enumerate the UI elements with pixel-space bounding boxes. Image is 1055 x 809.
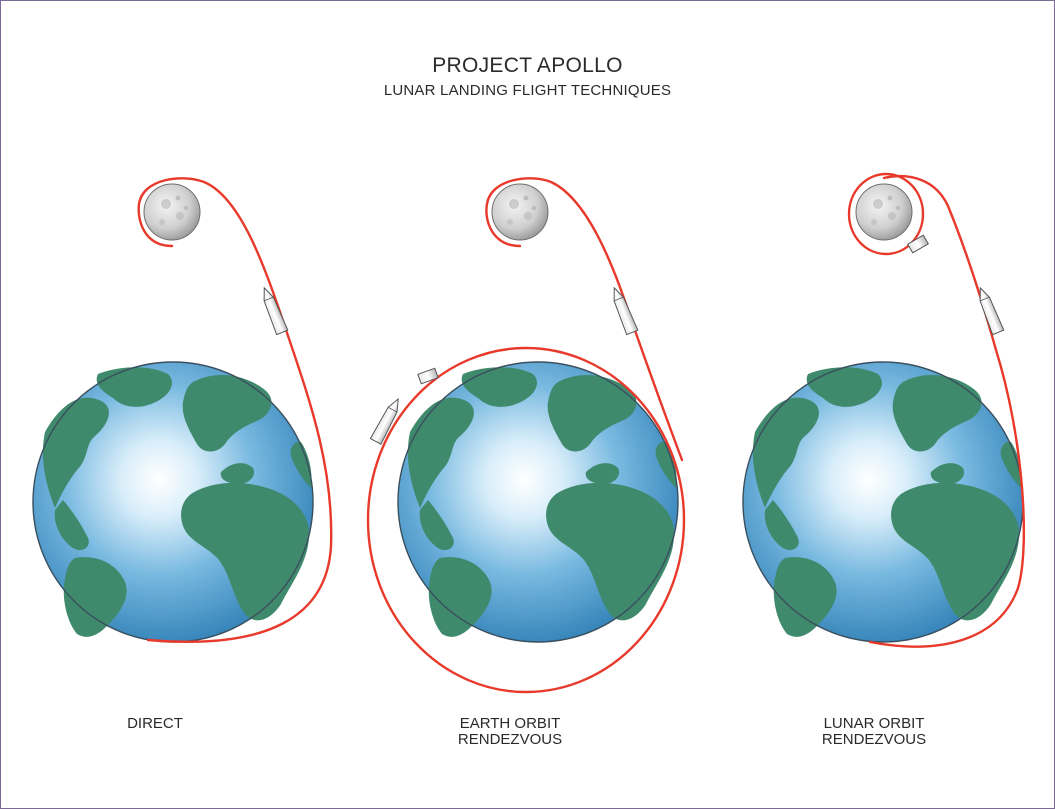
earth-icon: [32, 361, 314, 643]
docking-module-icon: [417, 367, 439, 385]
earth-icon: [397, 361, 679, 643]
label-line: LUNAR ORBIT: [823, 715, 925, 732]
lunar-orbit-path: [847, 172, 925, 256]
trajectory-path: [485, 177, 684, 462]
label-direct: DIRECT: [100, 716, 210, 732]
label-line: DIRECT: [127, 715, 183, 732]
earth-icon: [742, 361, 1024, 643]
earth-orbit-path: [366, 346, 686, 694]
panel-lunar-orbit-rendezvous: [742, 172, 1026, 648]
label-line: EARTH ORBIT: [459, 715, 561, 732]
trajectory-path: [868, 174, 1026, 648]
label-lunar-orbit-rendezvous: LUNAR ORBIT RENDEZVOUS: [794, 716, 954, 748]
moon-icon: [855, 183, 913, 241]
page-subtitle: LUNAR LANDING FLIGHT TECHNIQUES: [383, 82, 672, 99]
docking-module-icon: [907, 234, 929, 254]
panel-direct: [32, 177, 333, 643]
moon-icon: [491, 183, 549, 241]
page-title: PROJECT APOLLO: [432, 54, 623, 77]
label-line: RENDEZVOUS: [821, 731, 927, 748]
panel-earth-orbit-rendezvous: [366, 177, 686, 694]
label-line: RENDEZVOUS: [457, 731, 563, 748]
label-earth-orbit-rendezvous: EARTH ORBIT RENDEZVOUS: [430, 716, 590, 748]
moon-icon: [143, 183, 201, 241]
